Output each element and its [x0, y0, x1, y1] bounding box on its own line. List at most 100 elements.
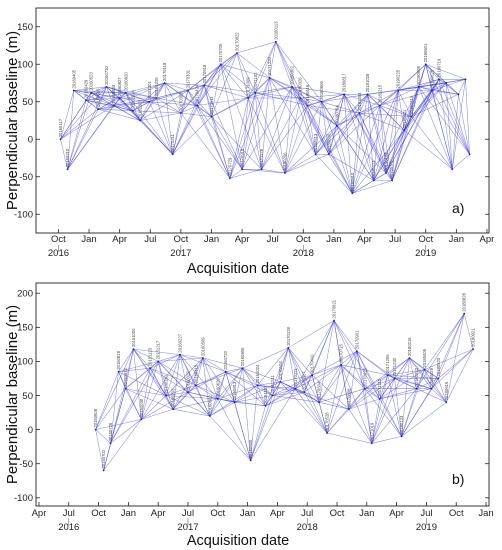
network-edge — [172, 85, 205, 155]
network-edge — [340, 364, 350, 410]
network-edge — [431, 90, 470, 155]
x-tick-label: Oct — [91, 508, 106, 519]
network-edge — [321, 101, 330, 155]
network-edge — [141, 395, 167, 420]
network-edge — [319, 402, 349, 410]
y-tick-label: 50 — [22, 391, 33, 402]
network-edge — [265, 391, 305, 407]
network-edge — [458, 79, 466, 95]
date-label: 20170518 — [202, 64, 207, 83]
network-edge — [234, 385, 258, 403]
acquisition-point — [171, 153, 174, 156]
date-label: 20190108 — [384, 152, 389, 171]
network-edge — [300, 94, 345, 99]
network-edge — [242, 368, 266, 406]
network-edge — [315, 94, 345, 155]
network-edge — [110, 419, 142, 444]
x-tick-label: Jul — [63, 508, 75, 519]
network-edge — [220, 64, 262, 170]
x-tick-label: Jan — [359, 508, 374, 519]
date-label: 20170528 — [325, 412, 330, 431]
acquisition-point — [264, 404, 267, 407]
date-label: 20151123 — [148, 347, 153, 366]
network-edge — [204, 64, 221, 86]
date-label: 20160415 — [193, 364, 198, 383]
acquisition-point — [303, 391, 306, 393]
date-label: 20170331 — [186, 69, 191, 88]
network-edge — [307, 105, 316, 155]
date-label: 20180724 — [335, 104, 340, 123]
network-edge — [343, 94, 393, 181]
acquisition-point — [90, 91, 92, 94]
network-edge — [236, 41, 276, 54]
network-edge — [241, 92, 256, 170]
network-edge — [67, 97, 120, 170]
x-tick-label: Jul — [144, 234, 156, 245]
x-tick-label: Oct — [296, 234, 311, 245]
acquisition-point — [417, 85, 420, 88]
network-edge — [367, 94, 412, 117]
acquisition-point — [187, 89, 189, 92]
network-edge — [95, 348, 134, 430]
date-label: 20160523 — [89, 71, 94, 90]
network-edge — [418, 86, 470, 155]
date-label: 20170925 — [362, 367, 367, 386]
network-edge — [257, 385, 266, 406]
date-label: 20190719 — [437, 58, 442, 77]
network-edge — [187, 357, 204, 393]
acquisition-point — [356, 350, 358, 353]
network-edge — [424, 369, 432, 389]
acquisition-point — [299, 97, 302, 99]
network-edge — [445, 82, 453, 170]
network-edge — [172, 112, 182, 155]
y-tick-label: -50 — [19, 172, 33, 183]
year-label: 2016 — [58, 522, 79, 533]
network-edge — [418, 79, 440, 88]
network-edge — [265, 388, 296, 407]
network-edge — [90, 92, 99, 110]
network-edge — [250, 395, 273, 461]
x-tick-label: Apr — [357, 234, 372, 245]
network-edge — [291, 86, 308, 106]
acquisition-point — [279, 381, 282, 383]
year-label: 2018 — [293, 248, 314, 259]
date-label: 20160210 — [65, 148, 70, 167]
date-label: 20180429 — [429, 367, 434, 386]
network-edge — [95, 429, 104, 471]
network-edge — [113, 97, 157, 106]
network-edge — [133, 348, 159, 362]
network-edge — [261, 77, 270, 170]
acquisition-point — [468, 153, 471, 156]
network-edge — [343, 94, 374, 181]
network-edge — [371, 357, 410, 444]
network-edge — [149, 101, 198, 106]
acquisition-point — [366, 93, 369, 96]
network-edge — [195, 385, 211, 417]
x-tick-label: Jan — [326, 234, 341, 245]
plot-frame — [35, 282, 490, 507]
network-edge — [217, 371, 226, 399]
date-label: 20171019 — [369, 422, 374, 441]
acquisition-point — [472, 348, 474, 350]
network-edge — [311, 320, 335, 376]
date-label: 20160110 — [164, 375, 169, 394]
network-edge — [371, 436, 402, 444]
date-label: 20170808 — [346, 388, 351, 407]
network-edge — [364, 388, 373, 444]
date-label: 20180616 — [444, 381, 449, 400]
network-edge — [255, 92, 308, 106]
network-edge — [141, 368, 151, 420]
x-tick-label: Jul — [182, 508, 194, 519]
network-edge — [359, 112, 405, 131]
x-tick-label: Oct — [173, 234, 188, 245]
network-edge — [236, 52, 249, 99]
network-edge — [187, 90, 212, 117]
acquisition-point — [66, 168, 69, 171]
network-edge — [373, 172, 387, 181]
network-edge — [257, 385, 296, 389]
network-edge — [391, 86, 419, 181]
acquisition-point — [254, 91, 257, 94]
network-edge — [291, 86, 316, 155]
network-edge — [416, 369, 425, 389]
network-edge — [364, 388, 380, 400]
